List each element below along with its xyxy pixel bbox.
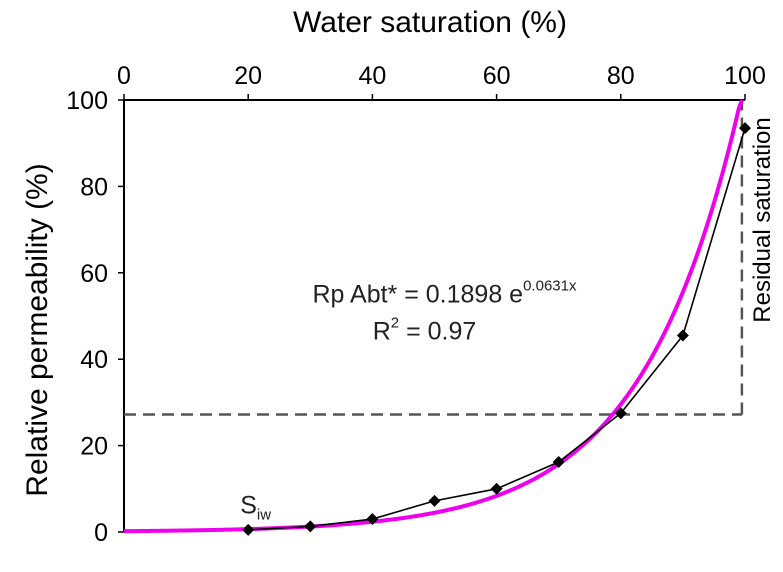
axes	[123, 99, 745, 532]
data-line	[248, 127, 746, 531]
y-tick-label: 80	[80, 173, 108, 201]
x-tick-label: 40	[358, 62, 386, 90]
x-axis-title: Water saturation (%)	[293, 6, 567, 39]
y-ticks: 0 20 40 60 80 100	[66, 87, 124, 547]
y-tick-label: 100	[66, 87, 108, 115]
r2-sup: 2	[391, 314, 399, 331]
data-point	[739, 122, 751, 135]
siw-label: Siw	[240, 491, 271, 523]
equation-prefix: Rp Abt* = 0.1898 e	[313, 280, 524, 308]
data-point	[614, 407, 627, 420]
equation-label: Rp Abt* = 0.1898 e0.0631x	[313, 277, 577, 308]
x-tick-label: 100	[724, 62, 766, 90]
data-point	[428, 494, 441, 507]
data-point	[676, 329, 689, 342]
series-layer	[123, 99, 751, 536]
data-point	[242, 523, 255, 536]
reference-lines	[124, 100, 744, 416]
y-tick-label: 20	[80, 433, 108, 461]
x-tick-label: 20	[234, 62, 262, 90]
x-tick-label: 0	[117, 62, 131, 90]
r2-rest: = 0.97	[399, 317, 476, 345]
data-point	[490, 482, 503, 495]
fitted-curve	[123, 99, 744, 534]
x-tick-label: 80	[607, 62, 635, 90]
y-tick-label: 0	[94, 519, 108, 547]
x-tick-label: 60	[483, 62, 511, 90]
residual-saturation-label: Residual saturation	[749, 117, 776, 322]
r2-label: R2 = 0.97	[373, 314, 477, 345]
y-tick-label: 60	[80, 260, 108, 288]
data-point	[304, 520, 317, 533]
x-ticks: 0 20 40 60 80 100	[117, 62, 766, 100]
r2-base: R	[373, 317, 391, 345]
data-point	[552, 456, 565, 469]
siw-sub: iw	[257, 506, 271, 523]
y-axis-title: Relative permeability (%)	[21, 163, 54, 496]
equation-exponent: 0.0631x	[523, 277, 577, 294]
data-point	[366, 513, 379, 526]
y-tick-label: 40	[80, 346, 108, 374]
siw-main: S	[240, 491, 257, 519]
